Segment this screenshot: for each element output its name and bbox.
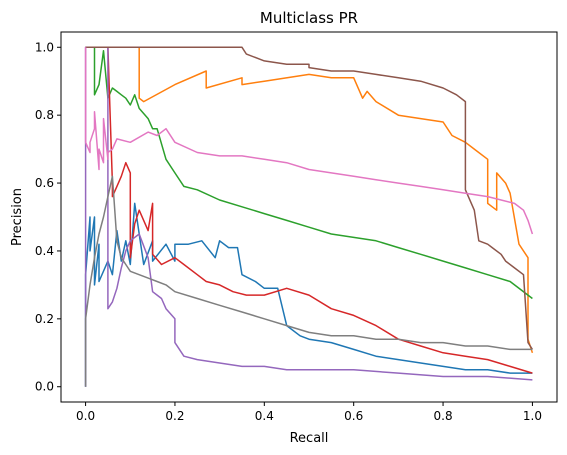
x-tick-label: 0.8	[434, 409, 453, 423]
y-tick-label: 0.8	[35, 108, 54, 122]
series-line-5	[85, 46, 534, 350]
y-axis: 0.0 0.2 0.4 0.6 0.8 1.0	[35, 40, 61, 394]
x-tick-label: 0.4	[255, 409, 274, 423]
y-tick-label: 0.6	[35, 176, 54, 190]
series-line-7	[84, 175, 533, 387]
plot-frame	[60, 31, 558, 403]
series-line-2	[85, 46, 533, 300]
series-line-6	[84, 47, 534, 235]
y-axis-label: Precision	[10, 188, 25, 246]
series-line-1	[85, 46, 534, 354]
x-tick-label: 0.0	[76, 409, 95, 423]
chart-title: Multiclass PR	[260, 9, 358, 27]
y-tick-label: 1.0	[35, 40, 54, 54]
x-tick-label: 1.0	[523, 409, 542, 423]
x-axis: 0.0 0.2 0.4 0.6 0.8 1.0	[76, 402, 542, 423]
series-line-0	[84, 202, 533, 387]
x-tick-label: 0.6	[344, 409, 363, 423]
series-layer	[84, 46, 534, 387]
y-tick-label: 0.0	[35, 380, 54, 394]
y-tick-label: 0.4	[35, 244, 54, 258]
x-axis-label: Recall	[290, 431, 329, 446]
y-tick-label: 0.2	[35, 312, 54, 326]
series-line-4	[84, 46, 533, 387]
x-tick-label: 0.2	[165, 409, 184, 423]
